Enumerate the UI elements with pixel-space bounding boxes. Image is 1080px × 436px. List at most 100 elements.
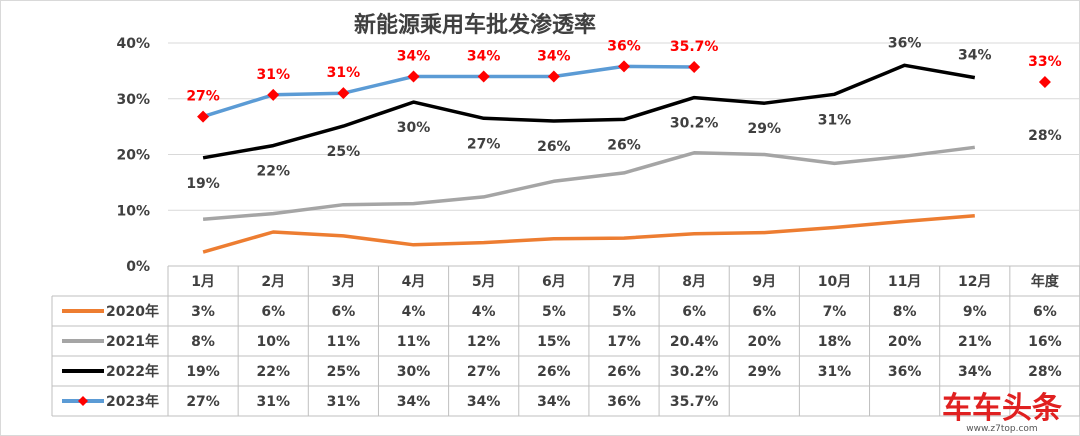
table-cell: 22% [256, 364, 290, 380]
table-cell: 31% [256, 394, 290, 410]
category-label: 12月 [958, 274, 991, 290]
table-cell: 7% [823, 304, 847, 320]
series-marker [197, 110, 210, 123]
data-label: 29% [748, 121, 782, 137]
series-marker [337, 87, 350, 100]
table-cell: 17% [607, 334, 641, 350]
category-label: 4月 [402, 274, 426, 290]
data-table-grid [51, 265, 1080, 417]
watermark-text: 车车头条 [942, 391, 1062, 426]
legend-marker [78, 396, 88, 406]
data-label-2023: 27% [186, 89, 220, 105]
table-cell: 15% [537, 334, 571, 350]
table-cell: 36% [607, 394, 641, 410]
category-label: 10月 [818, 274, 851, 290]
table-cell: 6% [682, 304, 706, 320]
data-label: 36% [888, 35, 922, 51]
table-cell: 34% [467, 394, 501, 410]
table-cell: 27% [186, 394, 220, 410]
table-cell: 6% [331, 304, 355, 320]
table-cell: 10% [256, 334, 290, 350]
chart-title: 新能源乘用车批发渗透率 [354, 12, 596, 38]
data-label-2023: 35.7% [670, 39, 719, 55]
series-line-3 [202, 64, 695, 119]
series-marker [477, 70, 490, 83]
category-label: 7月 [612, 274, 636, 290]
data-table: 1月 2月 3月 4月 5月 6月 7月 8月 9月 10月 11月 12月 年度 2020年 3% 6% 6%… [62, 273, 1062, 410]
data-label: 31% [818, 112, 852, 128]
data-label: 26% [537, 139, 571, 155]
watermark-site: www.z7top.com [966, 424, 1037, 434]
data-label-2023: 31% [256, 67, 290, 83]
data-label: 27% [467, 136, 501, 152]
legend-entry: 2021年 [106, 333, 159, 350]
y-tick-label: 10% [116, 203, 150, 219]
table-cell: 34% [537, 394, 571, 410]
category-label: 8月 [682, 274, 706, 290]
table-cell: 20% [888, 334, 922, 350]
y-tick-label: 0% [126, 259, 150, 275]
table-cell: 34% [958, 364, 992, 380]
table-cell: 3% [191, 304, 215, 320]
category-label: 3月 [332, 274, 356, 290]
y-axis: 0% 10% 20% 30% 40% [116, 36, 150, 275]
table-cell: 31% [327, 394, 361, 410]
category-label: 年度 [1031, 273, 1060, 290]
table-cell: 26% [537, 364, 571, 380]
table-cell: 8% [191, 334, 215, 350]
table-cell: 19% [186, 364, 220, 380]
table-cell: 36% [888, 364, 922, 380]
data-label-2023: 33% [1028, 54, 1062, 70]
category-label: 9月 [752, 274, 776, 290]
data-label: 26% [607, 137, 641, 153]
series-line-0 [202, 214, 975, 254]
category-label: 2月 [261, 274, 285, 290]
series-marker [618, 60, 630, 73]
data-label-2023: 36% [607, 38, 641, 54]
y-tick-label: 30% [116, 92, 150, 108]
data-label: 25% [327, 144, 361, 160]
table-cell: 27% [467, 364, 501, 380]
table-cell: 11% [327, 334, 361, 350]
data-label-2023: 34% [467, 48, 501, 64]
table-cell: 34% [397, 394, 431, 410]
table-cell: 28% [1028, 364, 1062, 380]
data-label-2023: 31% [327, 65, 361, 81]
table-cell: 6% [752, 304, 776, 320]
y-tick-label: 20% [116, 148, 150, 164]
table-cell: 5% [612, 304, 636, 320]
data-label: 30% [397, 120, 431, 136]
data-labels: 19% 22% 25% 30% 27% 26% 26% 30.2% 29% 31% 36% 34% 28… [186, 35, 1061, 192]
table-cell: 6% [261, 304, 285, 320]
table-cell: 25% [327, 364, 361, 380]
table-cell: 35.7% [670, 394, 719, 410]
table-cell: 8% [893, 304, 917, 320]
data-label: 34% [958, 48, 992, 64]
series-marker [547, 70, 560, 83]
table-cell: 6% [1033, 304, 1057, 320]
y-tick-label: 40% [116, 36, 150, 52]
category-label: 5月 [472, 274, 496, 290]
series-lines [197, 60, 1051, 254]
legend-entry: 2022年 [106, 363, 159, 380]
table-cell: 4% [472, 304, 496, 320]
watermark: 车车头条 www.z7top.com [942, 391, 1062, 434]
legend-entry: 2023年 [106, 393, 159, 410]
category-label: 1月 [191, 274, 215, 290]
category-label: 11月 [888, 274, 921, 290]
series-line-1 [202, 145, 976, 221]
table-cell: 30% [397, 364, 431, 380]
table-cell: 9% [963, 304, 987, 320]
table-cell: 31% [818, 364, 852, 380]
table-cell: 29% [748, 364, 782, 380]
table-cell: 16% [1028, 334, 1062, 350]
series-marker [688, 60, 701, 73]
table-cell: 18% [818, 334, 852, 350]
legend-entry: 2020年 [106, 303, 159, 320]
table-cell: 12% [467, 334, 501, 350]
category-label: 6月 [542, 274, 566, 290]
data-label-2023: 34% [397, 48, 431, 64]
data-label: 30.2% [670, 116, 719, 132]
table-cell: 5% [542, 304, 566, 320]
data-label: 22% [256, 164, 290, 180]
